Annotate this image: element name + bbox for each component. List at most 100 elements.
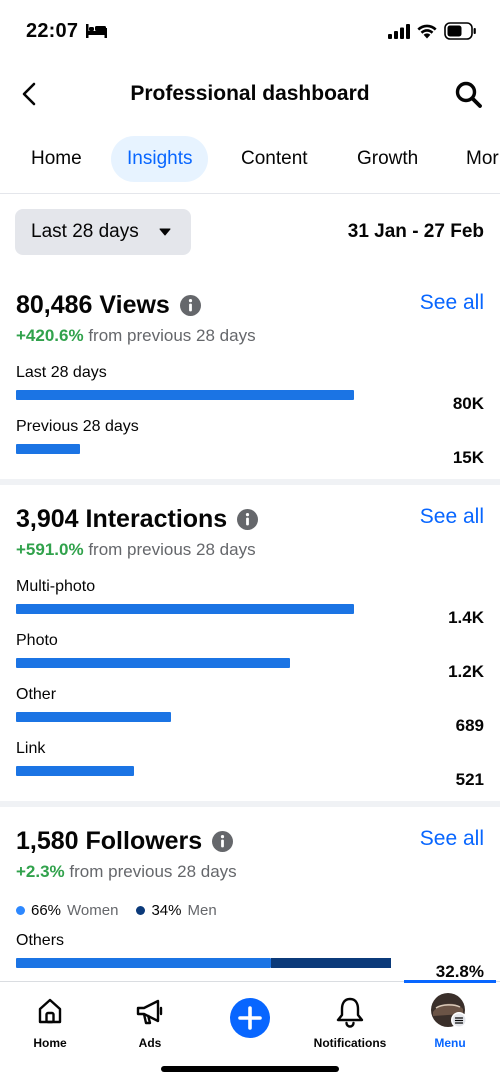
interactions-change: +591.0% from previous 28 days: [16, 540, 256, 560]
nav-create[interactable]: [200, 982, 300, 1062]
women-bar-fill: [16, 958, 271, 968]
women-dot: [16, 906, 25, 915]
nav-menu[interactable]: Menu: [400, 982, 500, 1062]
interactions-section: 3,904 Interactions See all +591.0% from …: [0, 502, 500, 797]
tab-growth[interactable]: Growth: [357, 148, 419, 169]
followers-title: 1,580 Followers: [16, 826, 203, 855]
interactions-title-row: 3,904 Interactions: [16, 502, 259, 536]
bar-value: 689: [455, 716, 484, 735]
followers-section: 1,580 Followers See all +2.3% from previ…: [0, 824, 500, 980]
nav-label: Home: [33, 1036, 67, 1050]
bar-row: Photo 1.2K: [0, 632, 500, 686]
bar-track: [16, 766, 354, 776]
bar-value: 32.8%: [435, 962, 484, 980]
tab-content[interactable]: Content: [241, 148, 308, 169]
bar-track: [16, 390, 354, 400]
tab-insights[interactable]: Insights: [111, 136, 209, 182]
bell-icon: [336, 997, 364, 1028]
info-icon[interactable]: [212, 830, 234, 852]
divider: [0, 193, 500, 194]
profile-avatar-icon: [431, 993, 467, 1028]
legend-men: 34% Men: [136, 902, 217, 919]
bed-icon: [86, 24, 107, 38]
status-time: 22:07: [26, 20, 79, 42]
bar-row: Others 32.8%: [0, 932, 500, 980]
bar-row: Multi-photo 1.4K: [0, 578, 500, 632]
bar-row: Last 28 days 80K: [0, 364, 500, 418]
views-title: 80,486 Views: [16, 290, 170, 319]
bar-value: 15K: [452, 448, 484, 467]
status-bar: 22:07: [0, 0, 500, 62]
bar-label: Last 28 days: [16, 364, 107, 381]
bar-value: 1.2K: [448, 662, 484, 681]
bar-label: Others: [16, 932, 65, 949]
interactions-see-all-link[interactable]: See all: [419, 505, 484, 528]
interactions-change-text: from previous 28 days: [88, 540, 256, 559]
section-divider: [0, 479, 500, 485]
bar-fill: [16, 604, 354, 614]
date-range-dropdown[interactable]: Last 28 days: [15, 209, 191, 255]
women-pct: 66%: [31, 902, 62, 919]
cellular-signal-icon: [388, 24, 410, 39]
page-title: Professional dashboard: [130, 82, 370, 105]
followers-see-all-link[interactable]: See all: [419, 827, 484, 850]
bar-track: [16, 444, 354, 454]
nav-label: Ads: [138, 1036, 162, 1050]
men-bar-fill: [271, 958, 391, 968]
nav-label: Menu: [434, 1036, 466, 1050]
followers-change-pct: +2.3%: [16, 862, 65, 881]
men-dot: [136, 906, 146, 915]
views-change-pct: +420.6%: [16, 326, 84, 345]
home-icon: [38, 998, 62, 1024]
bar-row: Other 689: [0, 686, 500, 740]
bar-track: [16, 712, 354, 722]
bottom-navigation: Home Ads Notifications Menu: [0, 980, 500, 1082]
tab-bar: Home Insights Content Growth Mor: [0, 136, 500, 184]
bar-fill: [16, 766, 134, 776]
info-icon[interactable]: [179, 294, 201, 316]
nav-home[interactable]: Home: [0, 982, 100, 1062]
followers-change: +2.3% from previous 28 days: [16, 862, 237, 882]
bar-fill: [16, 444, 80, 454]
views-see-all-link[interactable]: See all: [419, 291, 484, 314]
bar-label: Photo: [16, 632, 58, 649]
bar-fill: [16, 658, 290, 668]
date-range-label: Last 28 days: [31, 221, 139, 242]
bar-label: Link: [16, 740, 46, 757]
home-indicator: [161, 1066, 339, 1072]
info-icon[interactable]: [237, 508, 259, 530]
battery-icon: [444, 22, 476, 40]
women-label: Women: [67, 902, 119, 919]
legend-women: 66% Women: [16, 902, 118, 919]
bar-label: Previous 28 days: [16, 418, 139, 435]
plus-icon: [230, 998, 270, 1038]
views-title-row: 80,486 Views: [16, 288, 201, 322]
bar-track: [16, 604, 354, 614]
nav-label: Notifications: [313, 1036, 387, 1050]
bar-value: 1.4K: [448, 608, 484, 627]
men-pct: 34%: [151, 902, 182, 919]
megaphone-icon: [136, 999, 163, 1025]
gender-legend: 66% Women 34% Men: [16, 902, 235, 919]
views-section: 80,486 Views See all +420.6% from previo…: [0, 288, 500, 478]
tab-home[interactable]: Home: [31, 148, 82, 169]
interactions-change-pct: +591.0%: [16, 540, 84, 559]
search-icon[interactable]: [454, 80, 484, 110]
tab-more[interactable]: Mor: [466, 148, 499, 169]
interactions-title: 3,904 Interactions: [16, 504, 228, 533]
nav-ads[interactable]: Ads: [100, 982, 200, 1062]
active-tab-indicator: [404, 980, 496, 983]
nav-notifications[interactable]: Notifications: [300, 982, 400, 1062]
back-arrow-icon[interactable]: [18, 80, 42, 108]
bar-fill: [16, 712, 171, 722]
header: Professional dashboard: [0, 62, 500, 126]
date-range-text: 31 Jan - 27 Feb: [347, 221, 484, 242]
men-label: Men: [187, 902, 217, 919]
bar-track: [16, 958, 391, 968]
bar-value: 521: [455, 770, 484, 789]
bar-value: 80K: [452, 394, 484, 413]
bar-fill: [16, 390, 354, 400]
followers-change-text: from previous 28 days: [69, 862, 237, 881]
bar-row: Link 521: [0, 740, 500, 794]
section-divider: [0, 801, 500, 807]
